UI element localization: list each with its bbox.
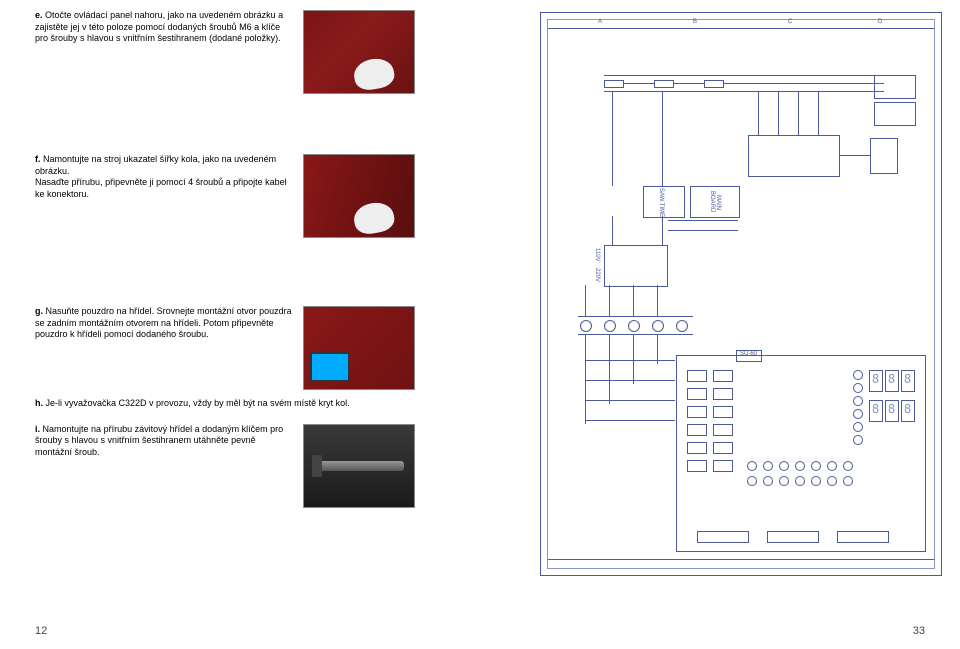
connector [697, 531, 749, 543]
text-f: Namontujte na stroj ukazatel šířky kola,… [35, 154, 276, 176]
connector [767, 531, 819, 543]
left-column: e. Otočte ovládací panel nahoru, jako na… [35, 10, 415, 528]
terminal-icon [652, 320, 664, 332]
section-g-text: g. Nasuňte pouzdro na hřídel. Srovnejte … [35, 306, 303, 341]
text-h: Je-li vyvažovačka C322D v provozu, vždy … [46, 398, 350, 408]
letter-g: g. [35, 306, 43, 316]
thumb-i [303, 424, 415, 508]
section-e-text: e. Otočte ovládací panel nahoru, jako na… [35, 10, 303, 45]
grid-col: A [598, 19, 602, 25]
text-g: Nasuňte pouzdro na hřídel. Srovnejte mon… [35, 306, 292, 339]
seg-display [869, 400, 915, 422]
section-i: i. Namontujte na přírubu závitový hřídel… [35, 424, 415, 508]
section-g: g. Nasuňte pouzdro na hřídel. Srovnejte … [35, 306, 415, 390]
led-column [853, 370, 863, 445]
section-i-text: i. Namontujte na přírubu závitový hřídel… [35, 424, 303, 459]
terminal-icon [676, 320, 688, 332]
letter-i: i. [35, 424, 40, 434]
terminal-icon [580, 320, 592, 332]
button-column [687, 370, 707, 472]
letter-f: f. [35, 154, 41, 164]
page-number-right: 33 [913, 625, 925, 637]
v220-label: 220V [594, 268, 600, 282]
led-row [747, 476, 853, 486]
grid-col: C [788, 19, 792, 25]
component-box [748, 135, 840, 177]
thumb-e [303, 10, 415, 94]
grid-col: B [693, 19, 697, 25]
transformer [604, 245, 668, 287]
seg-display [869, 370, 915, 392]
wiring-diagram: A B C D SAW.TIME MAIN BOARD [540, 12, 942, 576]
display-panel [676, 355, 926, 552]
letter-h: h. [35, 398, 43, 408]
letter-e: e. [35, 10, 43, 20]
page-number-left: 12 [35, 625, 47, 637]
component-box [870, 138, 898, 174]
section-f: f. Namontujte na stroj ukazatel šířky ko… [35, 154, 415, 238]
saw-time-label: SAW.TIME [658, 188, 664, 217]
glove-icon [352, 56, 397, 92]
section-e: e. Otočte ovládací panel nahoru, jako na… [35, 10, 415, 94]
main-board-label: MAIN BOARD [709, 187, 721, 217]
saw-time-board: SAW.TIME [643, 186, 685, 218]
button-column [713, 370, 733, 472]
diagram-frame: A B C D SAW.TIME MAIN BOARD [547, 19, 935, 569]
text-e: Otočte ovládací panel nahoru, jako na uv… [35, 10, 283, 43]
grid-col: D [878, 19, 882, 25]
section-h: h. Je-li vyvažovačka C322D v provozu, vž… [35, 398, 415, 410]
connector [604, 80, 624, 88]
v110-label: 110V [594, 248, 600, 262]
terminal-icon [604, 320, 616, 332]
thumb-f [303, 154, 415, 238]
power-block [874, 75, 916, 99]
text-i: Namontujte na přírubu závitový hřídel a … [35, 424, 283, 457]
connector [654, 80, 674, 88]
connector [704, 80, 724, 88]
led-row [747, 461, 853, 471]
section-f-text: f. Namontujte na stroj ukazatel šířky ko… [35, 154, 303, 201]
connector [837, 531, 889, 543]
glove-icon [352, 200, 397, 236]
thumb-g [303, 306, 415, 390]
power-block [874, 102, 916, 126]
main-board: MAIN BOARD [690, 186, 740, 218]
text-f2: Nasaďte přírubu, připevněte ji pomocí 4 … [35, 177, 287, 199]
terminal-icon [628, 320, 640, 332]
section-h-text: h. Je-li vyvažovačka C322D v provozu, vž… [35, 398, 415, 410]
